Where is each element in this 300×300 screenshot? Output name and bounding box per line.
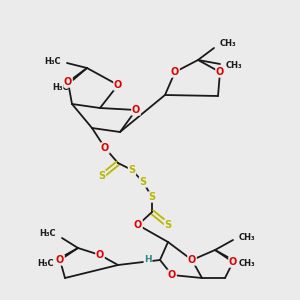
- Text: O: O: [216, 67, 224, 77]
- Text: CH₃: CH₃: [226, 61, 242, 70]
- Text: O: O: [132, 105, 140, 115]
- Text: O: O: [56, 255, 64, 265]
- Text: S: S: [98, 171, 106, 181]
- Text: O: O: [114, 80, 122, 90]
- Text: CH₃: CH₃: [220, 40, 236, 49]
- Text: O: O: [229, 257, 237, 267]
- Text: H₃C: H₃C: [45, 58, 61, 67]
- Text: S: S: [140, 177, 147, 187]
- Text: S: S: [164, 220, 172, 230]
- Text: H: H: [144, 256, 152, 265]
- Text: O: O: [64, 77, 72, 87]
- Text: S: S: [128, 165, 136, 175]
- Text: O: O: [101, 143, 109, 153]
- Text: CH₃: CH₃: [239, 232, 255, 242]
- Text: H₃C: H₃C: [38, 259, 54, 268]
- Text: O: O: [188, 255, 196, 265]
- Text: O: O: [96, 250, 104, 260]
- Text: O: O: [168, 270, 176, 280]
- Text: O: O: [171, 67, 179, 77]
- Text: H₃C: H₃C: [53, 83, 69, 92]
- Text: O: O: [134, 220, 142, 230]
- Text: H₃C: H₃C: [40, 230, 56, 238]
- Text: CH₃: CH₃: [239, 260, 255, 268]
- Text: S: S: [148, 192, 156, 202]
